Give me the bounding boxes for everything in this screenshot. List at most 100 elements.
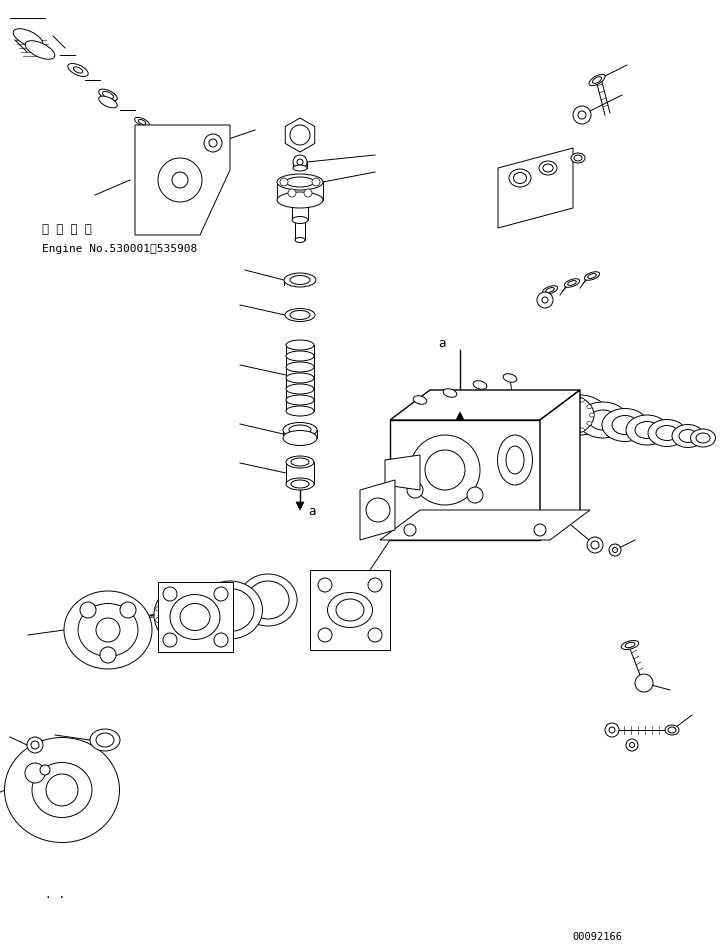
Ellipse shape bbox=[584, 272, 599, 280]
Ellipse shape bbox=[283, 422, 317, 438]
Circle shape bbox=[80, 602, 96, 618]
Ellipse shape bbox=[213, 629, 219, 634]
Ellipse shape bbox=[205, 589, 211, 594]
Ellipse shape bbox=[286, 362, 314, 372]
Ellipse shape bbox=[194, 584, 200, 589]
Ellipse shape bbox=[289, 425, 311, 435]
Ellipse shape bbox=[204, 637, 210, 642]
Text: . .: . . bbox=[45, 890, 65, 900]
Ellipse shape bbox=[90, 729, 120, 751]
Circle shape bbox=[573, 106, 591, 124]
Polygon shape bbox=[360, 480, 395, 540]
Circle shape bbox=[27, 737, 43, 753]
Ellipse shape bbox=[578, 402, 628, 438]
Ellipse shape bbox=[286, 478, 314, 490]
Text: a: a bbox=[438, 337, 445, 350]
Ellipse shape bbox=[4, 738, 119, 843]
Polygon shape bbox=[296, 502, 304, 510]
Polygon shape bbox=[540, 390, 580, 540]
Ellipse shape bbox=[536, 394, 594, 436]
Circle shape bbox=[172, 172, 188, 188]
Circle shape bbox=[425, 450, 465, 490]
Ellipse shape bbox=[218, 618, 224, 624]
Ellipse shape bbox=[635, 421, 659, 438]
Ellipse shape bbox=[679, 430, 697, 442]
Ellipse shape bbox=[161, 143, 177, 153]
Ellipse shape bbox=[283, 431, 317, 445]
Ellipse shape bbox=[602, 408, 648, 441]
Ellipse shape bbox=[568, 395, 573, 399]
Ellipse shape bbox=[96, 733, 114, 747]
Circle shape bbox=[630, 742, 635, 747]
Ellipse shape bbox=[503, 374, 517, 383]
Polygon shape bbox=[390, 390, 580, 420]
Ellipse shape bbox=[668, 727, 676, 733]
Ellipse shape bbox=[612, 416, 638, 435]
Ellipse shape bbox=[25, 41, 55, 60]
Ellipse shape bbox=[99, 89, 117, 101]
Circle shape bbox=[293, 155, 307, 169]
Ellipse shape bbox=[587, 421, 592, 425]
Ellipse shape bbox=[648, 420, 686, 446]
Ellipse shape bbox=[546, 288, 555, 293]
Circle shape bbox=[368, 628, 382, 642]
Bar bbox=[310, 570, 390, 650]
Circle shape bbox=[534, 524, 546, 536]
Circle shape bbox=[410, 435, 480, 505]
Ellipse shape bbox=[506, 446, 524, 474]
Ellipse shape bbox=[168, 636, 175, 641]
Ellipse shape bbox=[218, 607, 225, 613]
Ellipse shape bbox=[161, 596, 167, 600]
Ellipse shape bbox=[192, 641, 199, 646]
Circle shape bbox=[46, 774, 78, 806]
Circle shape bbox=[368, 578, 382, 592]
Circle shape bbox=[40, 765, 50, 775]
Ellipse shape bbox=[277, 192, 323, 208]
Ellipse shape bbox=[286, 395, 314, 405]
Ellipse shape bbox=[565, 278, 580, 287]
Ellipse shape bbox=[571, 153, 585, 163]
Ellipse shape bbox=[621, 640, 638, 650]
Ellipse shape bbox=[579, 428, 584, 432]
Polygon shape bbox=[135, 125, 230, 235]
Ellipse shape bbox=[206, 588, 254, 632]
Ellipse shape bbox=[286, 340, 314, 350]
Ellipse shape bbox=[290, 276, 310, 284]
Circle shape bbox=[407, 482, 423, 498]
Circle shape bbox=[612, 547, 617, 552]
Ellipse shape bbox=[557, 432, 562, 436]
Ellipse shape bbox=[579, 398, 584, 402]
Ellipse shape bbox=[138, 119, 146, 124]
Ellipse shape bbox=[134, 117, 150, 127]
Ellipse shape bbox=[154, 582, 226, 648]
Polygon shape bbox=[385, 455, 420, 490]
Circle shape bbox=[31, 741, 39, 749]
Circle shape bbox=[318, 578, 332, 592]
Circle shape bbox=[626, 739, 638, 751]
Circle shape bbox=[609, 727, 615, 733]
Circle shape bbox=[578, 111, 586, 119]
Ellipse shape bbox=[290, 311, 310, 319]
Ellipse shape bbox=[589, 413, 594, 417]
Ellipse shape bbox=[180, 641, 186, 646]
Ellipse shape bbox=[589, 74, 605, 85]
Ellipse shape bbox=[284, 273, 316, 287]
Ellipse shape bbox=[625, 642, 635, 648]
Circle shape bbox=[209, 139, 217, 147]
Ellipse shape bbox=[286, 351, 314, 361]
Circle shape bbox=[25, 763, 45, 783]
Polygon shape bbox=[380, 510, 590, 540]
Ellipse shape bbox=[587, 404, 592, 409]
Ellipse shape bbox=[291, 480, 309, 488]
Circle shape bbox=[404, 524, 416, 536]
Circle shape bbox=[318, 628, 332, 642]
Circle shape bbox=[96, 618, 120, 642]
Polygon shape bbox=[456, 412, 464, 420]
Ellipse shape bbox=[538, 404, 543, 409]
Ellipse shape bbox=[285, 309, 315, 321]
Ellipse shape bbox=[565, 403, 596, 426]
Ellipse shape bbox=[568, 280, 576, 285]
Circle shape bbox=[542, 297, 548, 303]
Ellipse shape bbox=[557, 395, 562, 399]
Ellipse shape bbox=[291, 458, 309, 466]
